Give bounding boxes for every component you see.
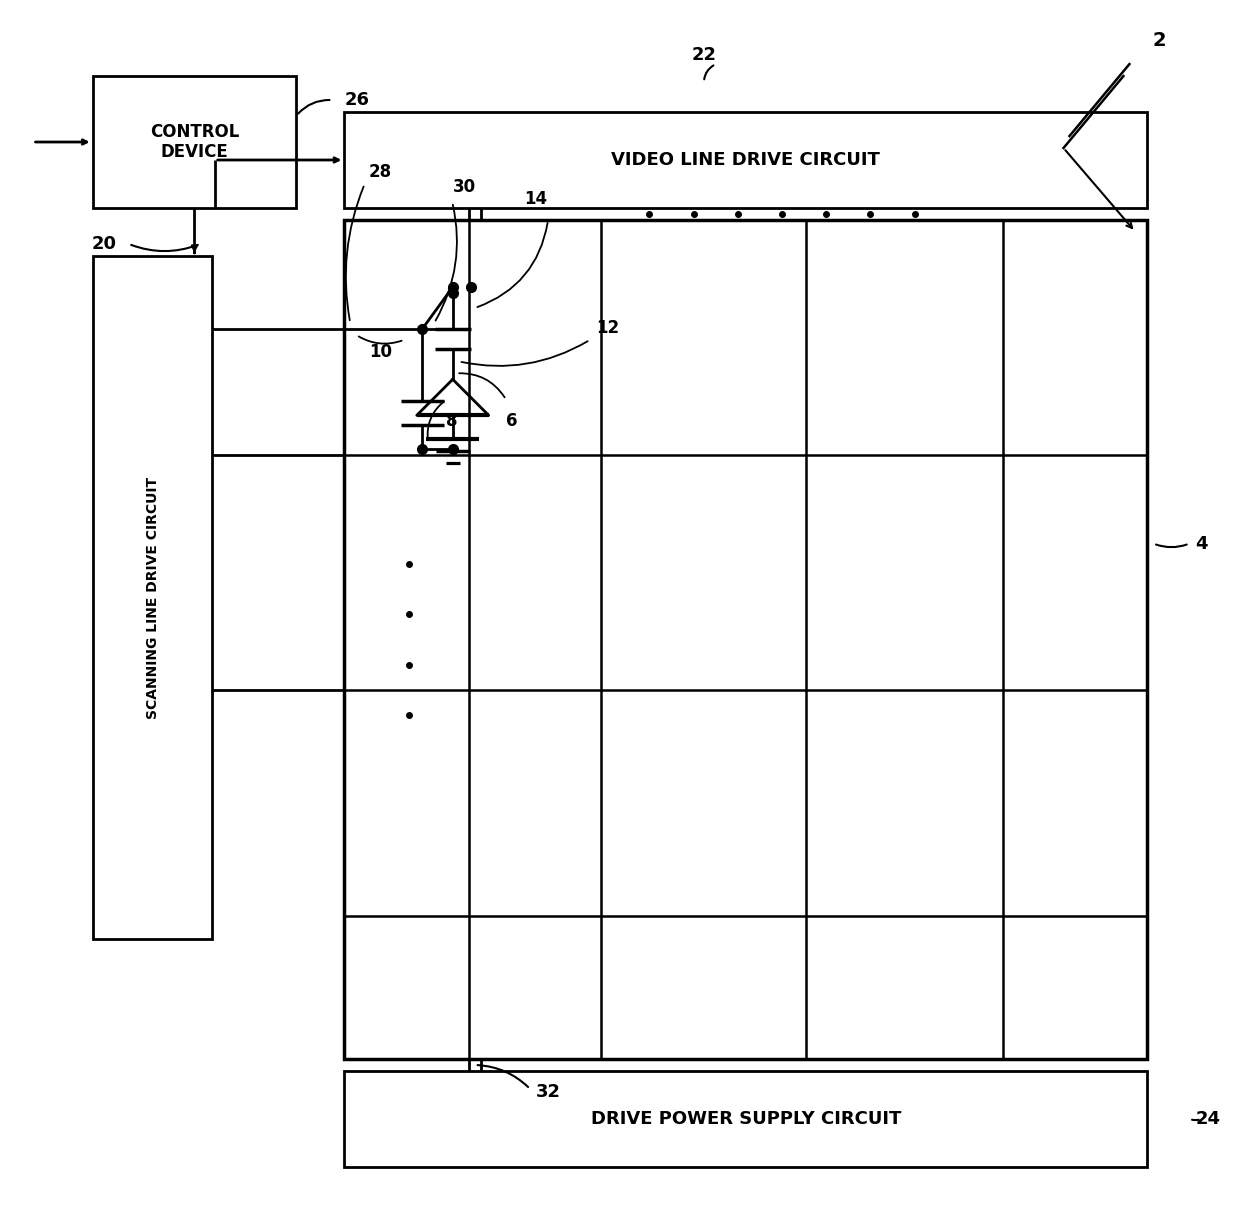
Text: 2: 2 [1153,30,1166,49]
Bar [93,76,296,208]
Text: 6: 6 [506,412,518,430]
Text: 20: 20 [92,235,117,253]
Text: DRIVE POWER SUPPLY CIRCUIT: DRIVE POWER SUPPLY CIRCUIT [590,1110,901,1127]
Bar [345,1071,1147,1167]
Text: 28: 28 [368,163,392,181]
Text: 30: 30 [453,177,476,196]
Text: VIDEO LINE DRIVE CIRCUIT: VIDEO LINE DRIVE CIRCUIT [611,151,880,169]
Text: 32: 32 [536,1083,560,1101]
Text: 4: 4 [1195,535,1208,553]
Bar [345,112,1147,208]
Text: SCANNING LINE DRIVE CIRCUIT: SCANNING LINE DRIVE CIRCUIT [145,477,160,718]
Text: 26: 26 [345,91,370,109]
Text: 22: 22 [692,46,717,64]
Text: 24: 24 [1195,1110,1220,1127]
Text: 12: 12 [596,319,619,337]
Text: 14: 14 [525,189,548,208]
Text: 10: 10 [370,343,392,361]
Bar [93,256,212,939]
Text: 8: 8 [446,412,458,430]
Text: CONTROL
DEVICE: CONTROL DEVICE [150,123,239,162]
Bar [345,220,1147,1059]
